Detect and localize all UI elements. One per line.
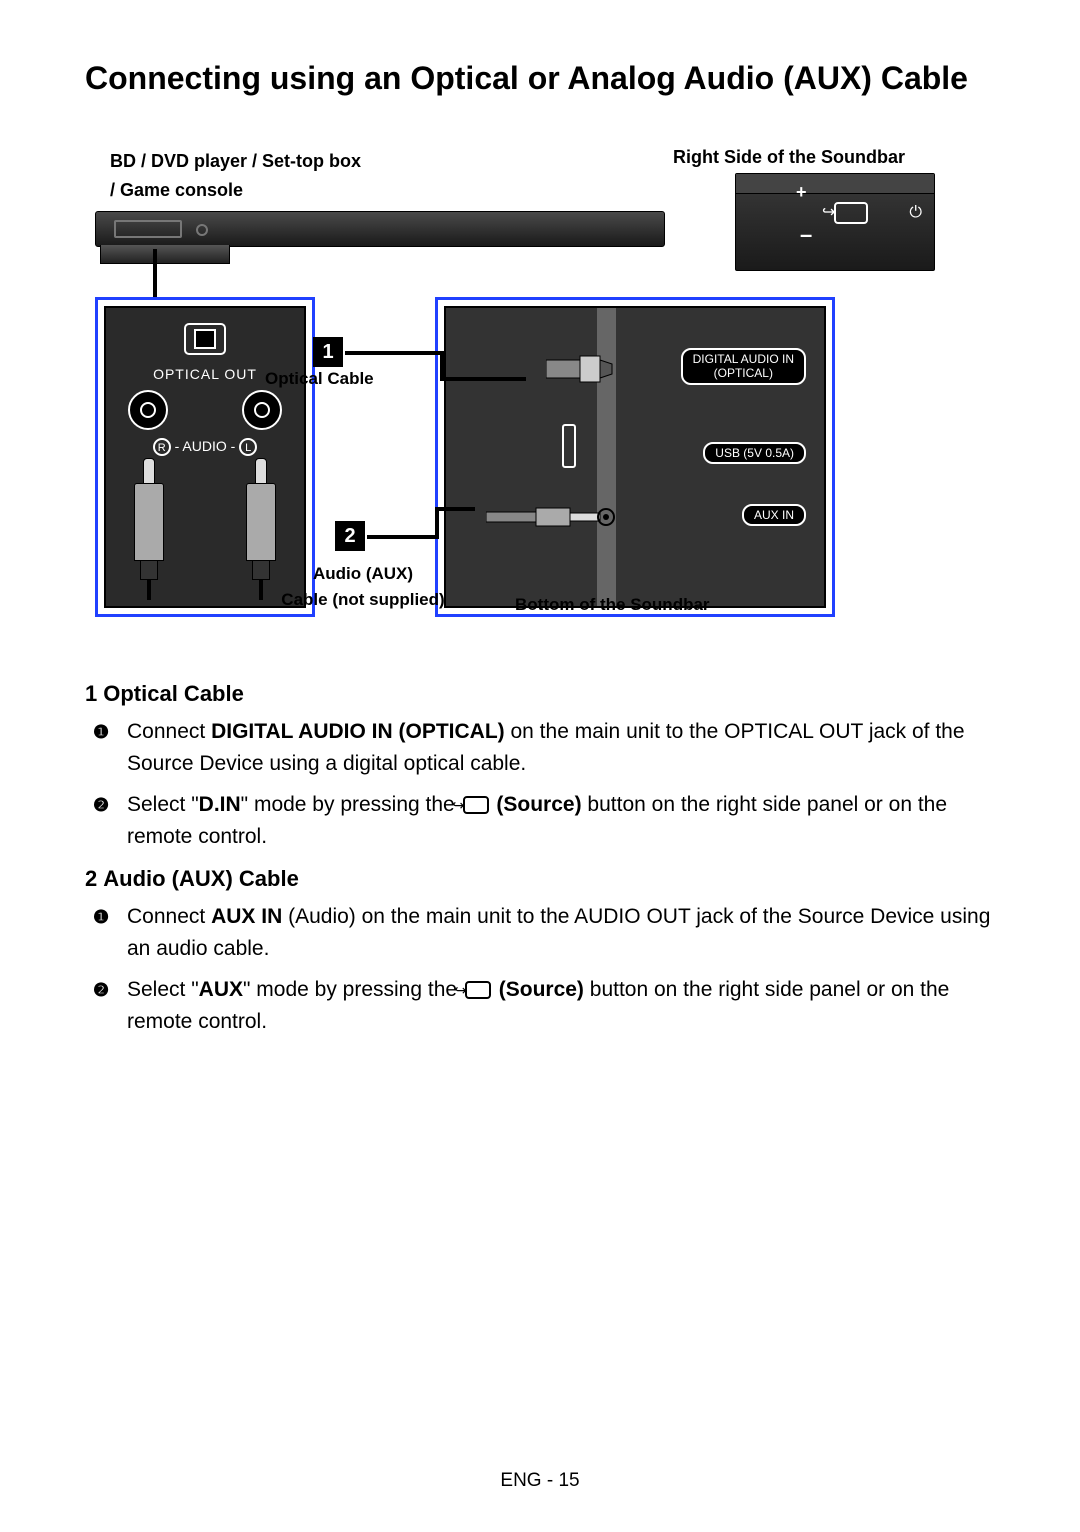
bottom-of-soundbar-label: Bottom of the Soundbar [515, 595, 710, 615]
aux-in-label: AUX IN [742, 504, 806, 526]
power-icon: ⏻ [909, 204, 922, 222]
source-icon [465, 981, 491, 999]
cable-line [435, 507, 439, 539]
source-device-label: BD / DVD player / Set-top box / Game con… [110, 147, 370, 205]
page-footer: ENG - 15 [0, 1470, 1080, 1492]
section-2-heading: 2Audio (AUX) Cable [85, 862, 995, 895]
soundbar-bottom-panel: DIGITAL AUDIO IN (OPTICAL) USB (5V 0.5A)… [435, 297, 835, 617]
aux-cable-label: Audio (AUX) Cable (not supplied) [273, 561, 453, 612]
bullet-icon: ❷ [93, 792, 115, 814]
cable-line [367, 535, 437, 539]
volume-down-icon: – [800, 222, 812, 248]
disc-tray-icon [114, 220, 182, 238]
section-2-step-2: ❷ Select "AUX" mode by pressing the (Sou… [125, 974, 995, 1037]
callout-1-badge: 1 [313, 337, 343, 367]
callout-2-badge: 2 [335, 521, 365, 551]
instructions-section: 1Optical Cable ❶ Connect DIGITAL AUDIO I… [85, 677, 995, 1037]
digital-audio-in-label: DIGITAL AUDIO IN (OPTICAL) [681, 348, 806, 385]
section-1-step-2: ❷ Select "D.IN" mode by pressing the (So… [125, 789, 995, 852]
source-button-icon [834, 202, 868, 224]
cable-line [345, 351, 440, 355]
section-1-step-1: ❶ Connect DIGITAL AUDIO IN (OPTICAL) on … [125, 716, 995, 779]
ir-sensor-icon [196, 224, 208, 236]
page-title: Connecting using an Optical or Analog Au… [85, 60, 995, 97]
source-device [95, 211, 665, 247]
volume-up-icon: + [796, 182, 807, 203]
rca-jack-r-icon [128, 390, 168, 430]
rca-plug-r-icon [134, 458, 164, 600]
audio-rl-label: R - AUDIO - L [106, 438, 304, 456]
rca-jack-l-icon [242, 390, 282, 430]
optical-cable-label: Optical Cable [265, 369, 374, 389]
usb-slot-icon [562, 424, 576, 468]
soundbar-right-side: + – ⏻ [735, 173, 935, 271]
optical-plug-icon [546, 352, 616, 386]
right-side-label: Right Side of the Soundbar [673, 147, 905, 168]
aux-plug-icon [486, 506, 616, 528]
section-2-step-1: ❶ Connect AUX IN (Audio) on the main uni… [125, 901, 995, 964]
connection-diagram: BD / DVD player / Set-top box / Game con… [95, 147, 935, 637]
bullet-icon: ❷ [93, 977, 115, 999]
usb-port-label: USB (5V 0.5A) [703, 442, 806, 464]
source-icon [463, 796, 489, 814]
connector-line [153, 249, 157, 299]
cable-line [435, 507, 475, 511]
bullet-icon: ❶ [93, 904, 115, 926]
optical-out-jack-icon [179, 318, 231, 360]
bullet-icon: ❶ [93, 719, 115, 741]
rca-plug-l-icon [246, 458, 276, 600]
cable-line [440, 377, 526, 381]
section-1-heading: 1Optical Cable [85, 677, 995, 710]
